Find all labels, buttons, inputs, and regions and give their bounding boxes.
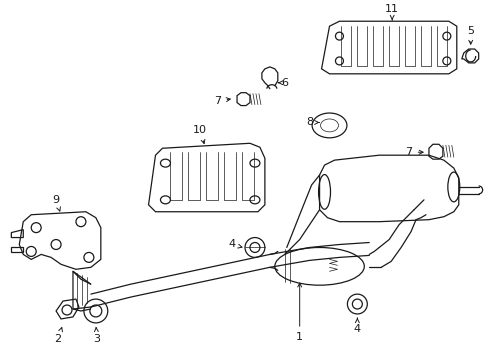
Text: 8: 8 (305, 117, 318, 127)
Text: 9: 9 (52, 195, 61, 211)
Text: 7: 7 (214, 96, 230, 105)
Text: 6: 6 (278, 78, 288, 88)
Text: 4: 4 (228, 239, 242, 249)
Text: 5: 5 (466, 26, 473, 44)
Text: 10: 10 (193, 125, 207, 144)
Text: 7: 7 (405, 147, 422, 157)
Text: 4: 4 (353, 318, 360, 334)
Text: 11: 11 (385, 4, 398, 20)
Text: 2: 2 (54, 328, 62, 344)
Text: 1: 1 (296, 283, 303, 342)
Text: 3: 3 (93, 328, 100, 344)
